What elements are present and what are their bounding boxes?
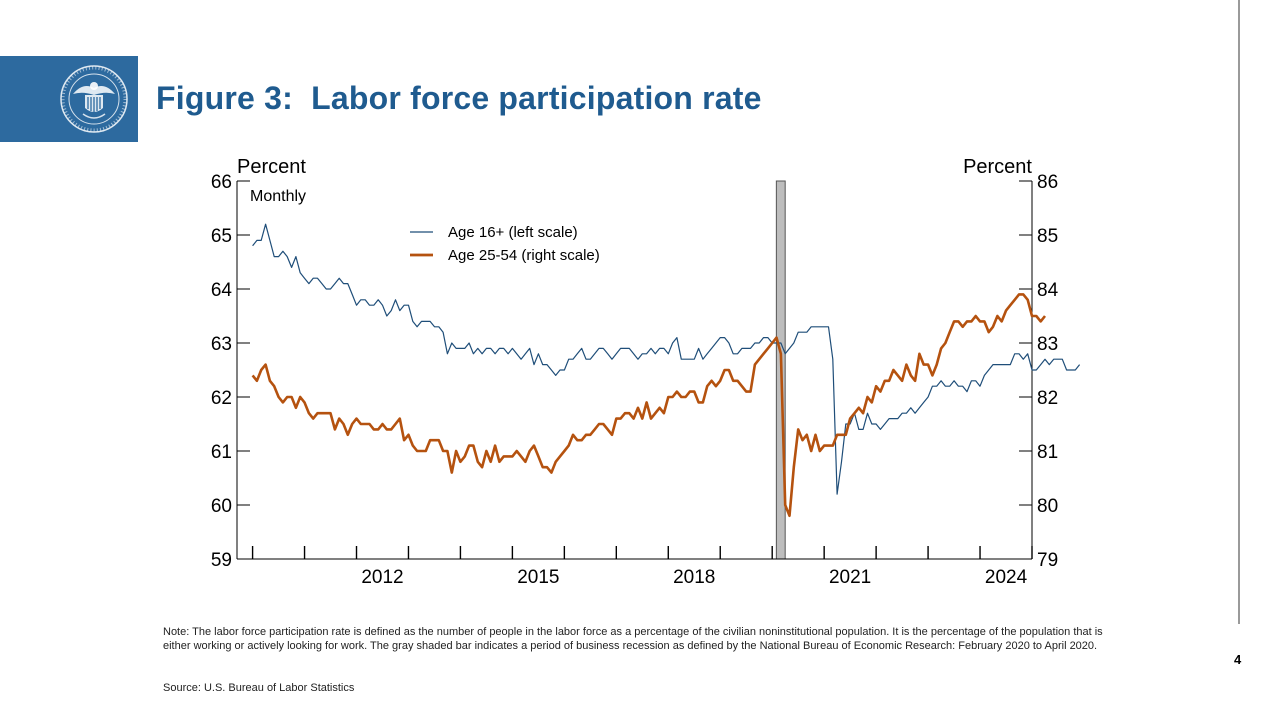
right-tick-label: 81 bbox=[1037, 442, 1058, 463]
federal-reserve-seal-icon bbox=[60, 65, 128, 133]
legend-label: Age 25-54 (right scale) bbox=[448, 247, 600, 264]
series-line-age-16-plus bbox=[252, 223, 1081, 495]
page-number: 4 bbox=[1234, 652, 1242, 667]
left-tick-label: 62 bbox=[211, 388, 232, 409]
right-tick-label: 79 bbox=[1037, 550, 1058, 571]
right-divider bbox=[1238, 0, 1240, 624]
left-tick-label: 59 bbox=[211, 550, 232, 571]
legend-label: Age 16+ (left scale) bbox=[448, 224, 578, 241]
left-tick-label: 63 bbox=[211, 334, 232, 355]
federal-reserve-logo bbox=[0, 56, 138, 142]
left-tick-label: 66 bbox=[211, 172, 232, 193]
left-tick-label: 64 bbox=[211, 280, 233, 301]
left-tick-label: 61 bbox=[211, 442, 232, 463]
x-tick-label: 2015 bbox=[517, 567, 559, 588]
x-tick-label: 2021 bbox=[829, 567, 871, 588]
x-tick-label: 2024 bbox=[985, 567, 1028, 588]
right-tick-label: 86 bbox=[1037, 172, 1058, 193]
right-tick-label: 84 bbox=[1037, 280, 1059, 301]
x-tick-label: 2018 bbox=[673, 567, 715, 588]
right-tick-label: 83 bbox=[1037, 334, 1058, 355]
right-tick-label: 85 bbox=[1037, 226, 1058, 247]
right-tick-label: 80 bbox=[1037, 496, 1058, 517]
left-axis-unit-label: Percent bbox=[237, 156, 306, 178]
x-tick-label: 2012 bbox=[361, 567, 403, 588]
chart-note: Note: The labor force participation rate… bbox=[163, 626, 1103, 652]
left-tick-label: 65 bbox=[211, 226, 232, 247]
slide-title: Figure 3: Labor force participation rate bbox=[156, 80, 762, 116]
frequency-label: Monthly bbox=[250, 188, 306, 205]
labor-force-chart: 59 60 61 62 63 64 65 66 79 80 81 82 83 84 85 86 2012 2015… bbox=[211, 156, 1081, 588]
right-tick-label: 82 bbox=[1037, 388, 1058, 409]
left-tick-label: 60 bbox=[211, 496, 232, 517]
series-line-age-25-54 bbox=[251, 293, 1047, 518]
chart-source: Source: U.S. Bureau of Labor Statistics bbox=[163, 682, 355, 694]
right-axis-unit-label: Percent bbox=[963, 156, 1032, 178]
